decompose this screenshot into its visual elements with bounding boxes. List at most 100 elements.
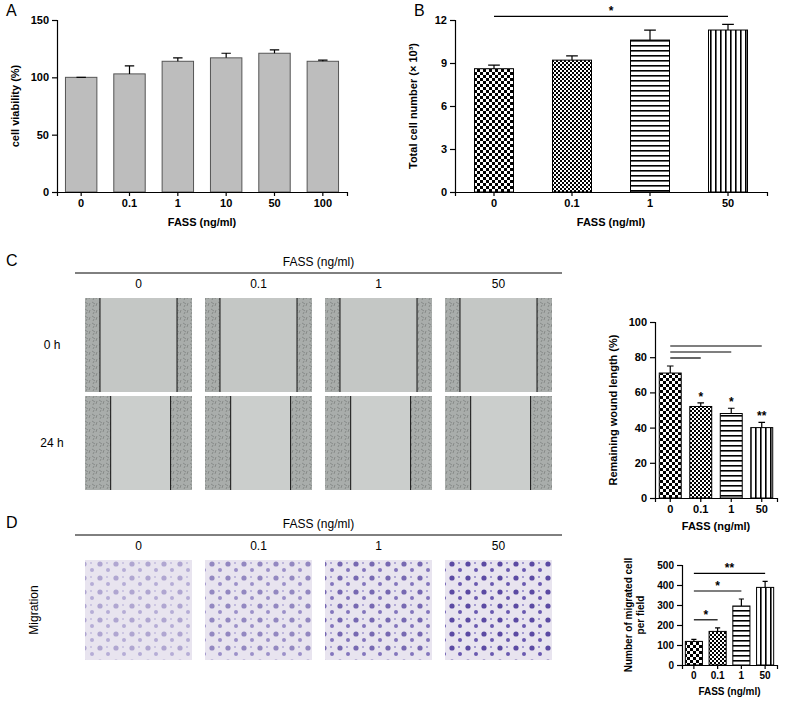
cell-region — [297, 298, 312, 392]
bar — [475, 69, 514, 192]
error-bar — [566, 56, 578, 60]
tick: 9 — [441, 57, 455, 69]
tick: 1 — [647, 192, 653, 209]
cell-region — [85, 396, 111, 490]
wound-edge — [530, 396, 531, 490]
bar — [685, 641, 702, 665]
micrograph — [205, 396, 312, 490]
tick: 0 — [667, 498, 673, 515]
tick: 100 — [314, 192, 332, 209]
tick: 0.1 — [564, 192, 579, 209]
tick: 50 — [268, 192, 280, 209]
tick-mark — [274, 192, 275, 196]
wound-edge — [459, 298, 460, 392]
tick: 3 — [441, 143, 455, 155]
cell-region — [537, 298, 552, 392]
panel-label: D — [6, 514, 18, 531]
bar — [259, 53, 290, 192]
error-bar — [270, 50, 279, 53]
y-axis: 050100150 — [31, 14, 58, 198]
axis-line — [450, 21, 456, 193]
tick-label: 400 — [657, 580, 674, 591]
significance-label: * — [729, 395, 734, 409]
bar — [751, 428, 773, 498]
cell-region — [291, 396, 312, 490]
cell-region — [417, 298, 432, 392]
axis-line — [683, 666, 778, 670]
tick-mark — [731, 498, 732, 502]
wound-edge — [219, 298, 220, 392]
tick-label: 50 — [756, 503, 768, 515]
tick-label: 0 — [641, 492, 647, 504]
wound-edge — [470, 396, 471, 490]
stained-cells — [445, 560, 552, 660]
micrograph — [325, 560, 432, 660]
cell-region — [205, 298, 220, 392]
tick-label: 200 — [657, 620, 674, 631]
bar — [553, 60, 592, 192]
tick: 100 — [31, 71, 57, 83]
wound-edge — [177, 298, 178, 392]
tick-label: 3 — [441, 143, 447, 155]
tick-mark — [649, 192, 650, 196]
tick-mark — [81, 192, 82, 196]
tick-label: 0 — [691, 670, 697, 681]
tick-mark — [493, 192, 494, 196]
tick: 40 — [635, 422, 655, 434]
tick-mark — [52, 135, 57, 136]
wound-edge — [350, 396, 351, 490]
header-rule — [75, 273, 562, 274]
x-axis: 00.1150 — [683, 665, 778, 681]
bar — [162, 61, 193, 192]
tick: 1 — [728, 498, 734, 515]
error-bar — [221, 53, 230, 58]
axis-line — [456, 193, 768, 197]
bar — [733, 606, 750, 665]
tick: 150 — [31, 14, 57, 26]
comparison-label: * — [609, 4, 614, 18]
comparison-line — [670, 351, 731, 352]
significance-label: ** — [757, 409, 767, 423]
axis-line — [656, 499, 778, 503]
column-label: 0.1 — [250, 277, 267, 291]
wound-edge — [339, 298, 340, 392]
wound-edge — [290, 396, 291, 490]
tick: 60 — [635, 386, 655, 398]
column-label: 1 — [375, 277, 382, 291]
row-label: 24 h — [40, 436, 63, 450]
tick-mark — [450, 149, 455, 150]
panel-label: C — [6, 252, 18, 269]
error-bar — [715, 628, 720, 632]
micrograph — [445, 560, 552, 660]
row-label: Migration — [27, 585, 41, 634]
tick: 0.1 — [693, 498, 708, 515]
x-axis-title: FASS (ng/ml) — [698, 686, 760, 697]
comparison-label: * — [703, 608, 708, 622]
comparison-line — [670, 345, 762, 346]
y-axis: 020406080100 — [629, 316, 656, 504]
plot-area — [659, 366, 772, 498]
micrograph-background — [205, 298, 312, 392]
axis-line — [58, 193, 348, 197]
tick-mark — [450, 63, 455, 64]
wound-edge — [170, 396, 171, 490]
image-panel: DFASS (ng/ml)00.1150Migration — [6, 514, 562, 660]
tick: 0 — [441, 186, 455, 198]
y-axis-title: Number of migrated cell — [623, 558, 634, 673]
tick-label: 0 — [667, 503, 673, 515]
row-label: 0 h — [44, 338, 61, 352]
tick-label: 0 — [43, 186, 49, 198]
cell-region — [171, 396, 192, 490]
comparison-label: * — [715, 579, 720, 593]
tick-label: 100 — [314, 197, 332, 209]
panel-chart: 010020030040050000.1150FASS (ng/ml)Numbe… — [623, 558, 778, 697]
bar — [65, 77, 96, 192]
axis-line — [52, 21, 58, 193]
tick-mark — [177, 192, 178, 196]
tick: 0 — [43, 186, 57, 198]
x-axis-title: FASS (ng/ml) — [168, 216, 237, 228]
tick-label: 10 — [220, 197, 232, 209]
tick-label: 1 — [728, 503, 734, 515]
error-bar — [722, 24, 734, 30]
y-axis-title: Total cell number (× 10³) — [407, 43, 419, 169]
